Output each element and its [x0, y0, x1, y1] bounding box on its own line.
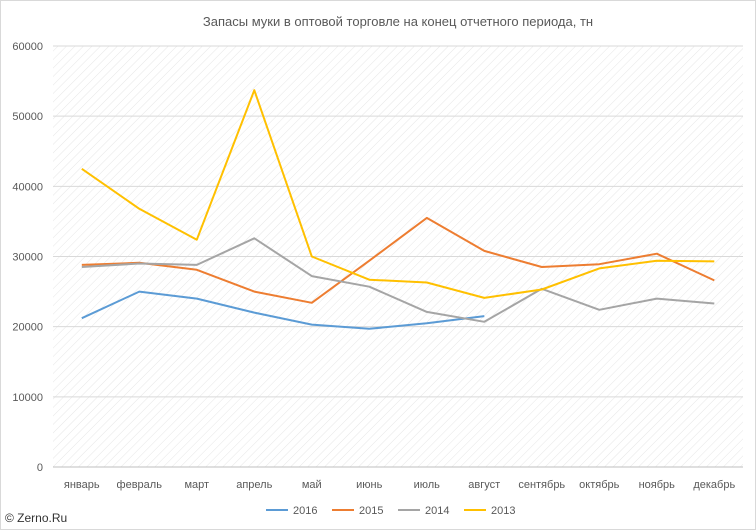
x-tick-label: июль: [414, 479, 441, 491]
y-tick-label: 60000: [12, 41, 43, 53]
legend-label-2014: 2014: [425, 505, 449, 517]
y-tick-label: 10000: [12, 392, 43, 404]
x-tick-label: декабрь: [693, 479, 735, 491]
y-tick-label: 40000: [12, 181, 43, 193]
legend-label-2016: 2016: [293, 505, 317, 517]
y-tick-label: 0: [37, 462, 43, 474]
legend-label-2015: 2015: [359, 505, 383, 517]
series-line-2016: [81, 290, 485, 330]
y-tick-label: 50000: [12, 111, 43, 123]
x-tick-label: октябрь: [579, 479, 619, 491]
y-tick-label: 30000: [12, 252, 43, 264]
x-tick-label: ноябрь: [639, 479, 676, 491]
x-axis-ticks: январь февраль март апрель май июнь июль август…: [64, 479, 736, 491]
legend: 2016 2015 2014 2013: [266, 505, 515, 517]
x-tick-label: апрель: [236, 479, 272, 491]
x-tick-label: январь: [64, 479, 100, 491]
x-tick-label: август: [468, 479, 500, 491]
x-tick-label: май: [302, 479, 322, 491]
chart-title: Запасы муки в оптовой торговле на конец …: [203, 14, 593, 29]
series-lines: [81, 89, 715, 330]
watermark: © Zerno.Ru: [5, 511, 68, 525]
y-tick-label: 20000: [12, 322, 43, 334]
y-axis-ticks: 0 10000 20000 30000 40000 50000 60000: [12, 41, 43, 474]
series-line-2013: [81, 89, 715, 299]
x-tick-label: март: [184, 479, 209, 491]
legend-label-2013: 2013: [491, 505, 515, 517]
x-tick-label: июнь: [356, 479, 382, 491]
series-line-2014: [81, 237, 715, 323]
x-tick-label: февраль: [117, 479, 163, 491]
x-tick-label: сентябрь: [518, 479, 565, 491]
series-line-2015: [81, 216, 715, 304]
